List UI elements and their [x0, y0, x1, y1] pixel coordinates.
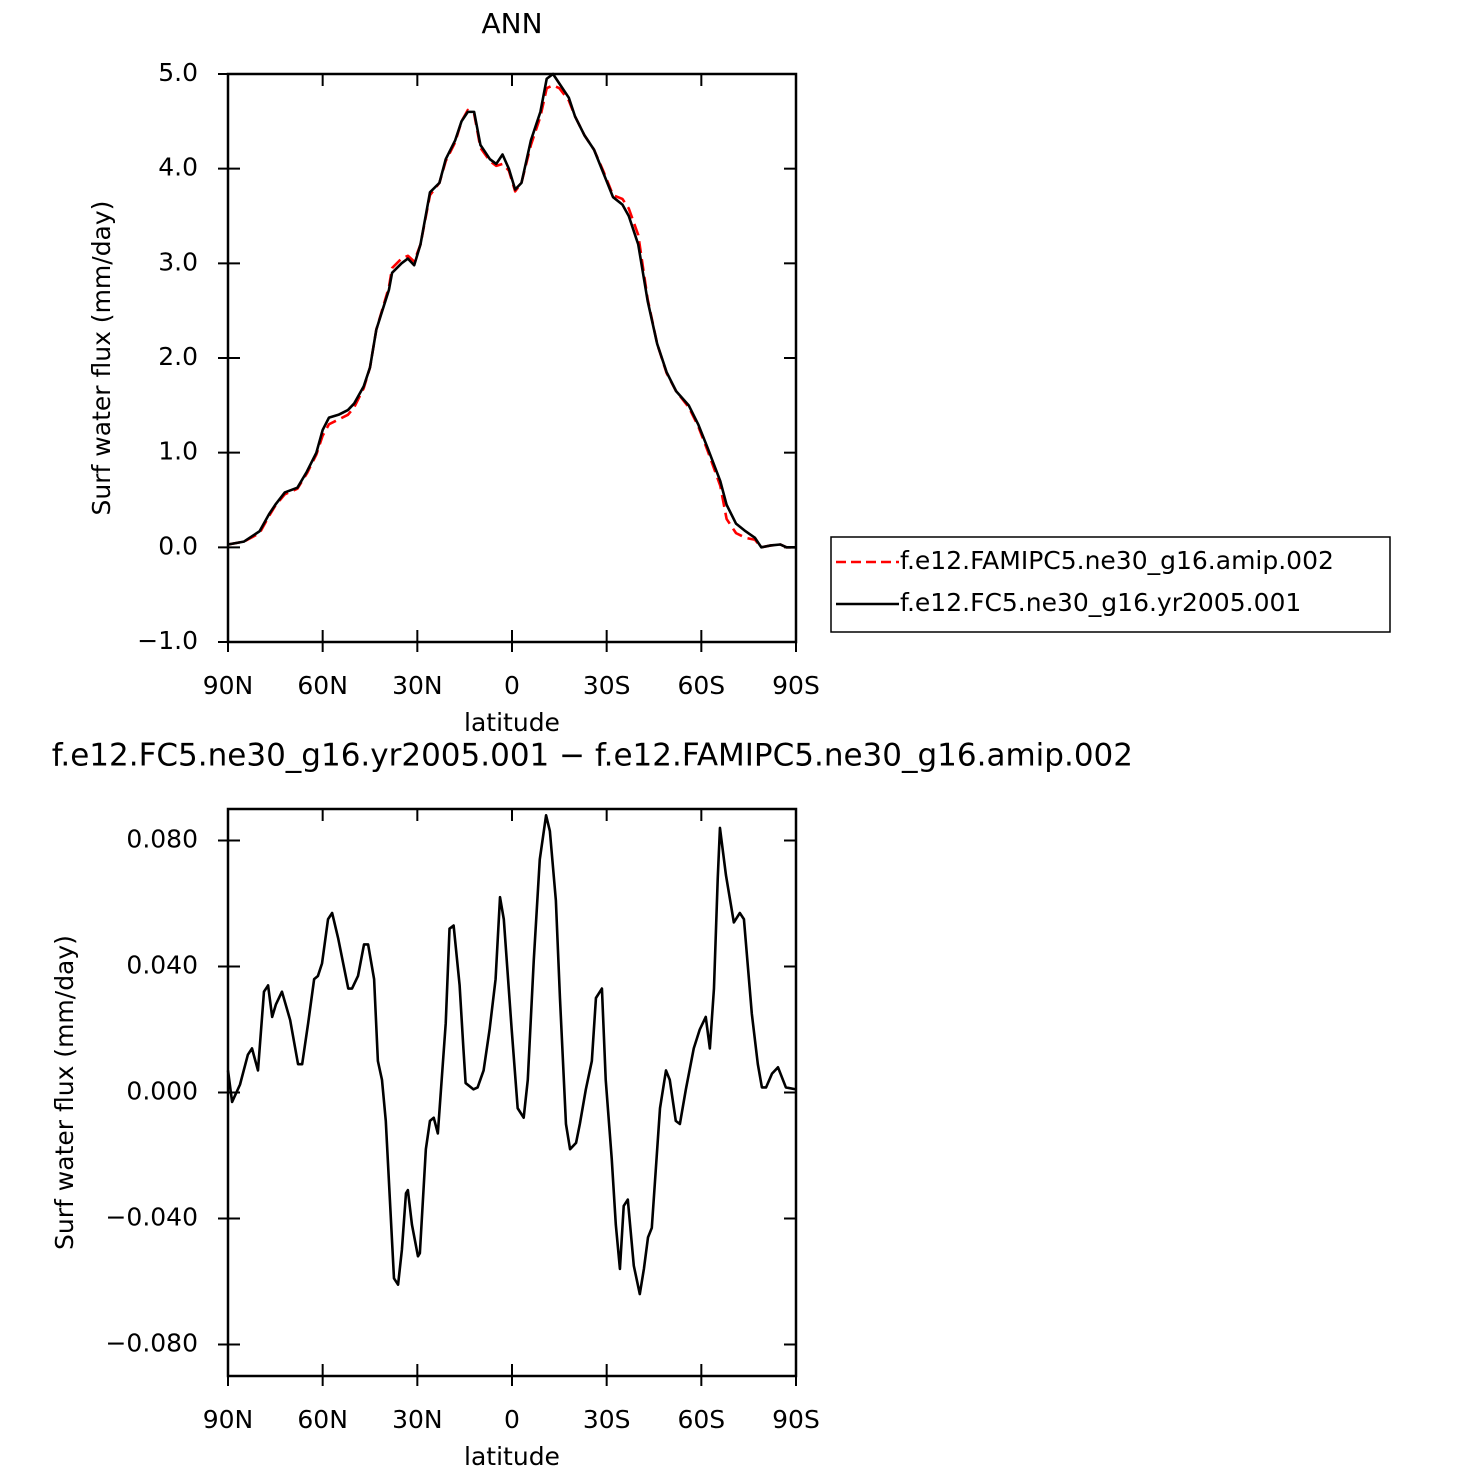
x-axis-label: latitude	[464, 708, 560, 737]
legend-label: f.e12.FAMIPC5.ne30_g16.amip.002	[900, 546, 1334, 575]
x-tick-label: 0	[504, 671, 520, 700]
y-tick-label: 5.0	[158, 58, 198, 87]
y-axis-label: Surf water flux (mm/day)	[50, 935, 79, 1250]
y-tick-label: 0.040	[126, 951, 198, 980]
chart-title: f.e12.FC5.ne30_g16.yr2005.001 − f.e12.FA…	[52, 738, 1133, 774]
legend-label: f.e12.FC5.ne30_g16.yr2005.001	[900, 588, 1301, 617]
x-tick-label: 90S	[772, 1405, 820, 1434]
y-tick-label: 3.0	[158, 247, 198, 276]
y-tick-label: 1.0	[158, 437, 198, 466]
x-axis-label: latitude	[464, 1442, 560, 1471]
x-tick-label: 60N	[297, 1405, 348, 1434]
x-tick-label: 90N	[203, 1405, 254, 1434]
data-line	[227, 72, 796, 549]
y-tick-label: 0.0	[158, 531, 198, 560]
x-tick-label: 30N	[392, 1405, 443, 1434]
data-line	[226, 814, 797, 1296]
x-tick-label: 30N	[392, 671, 443, 700]
x-tick-label: 30S	[583, 1405, 631, 1434]
x-tick-label: 60S	[677, 1405, 725, 1434]
chart-title: ANN	[481, 7, 542, 40]
legend-box	[830, 536, 1391, 633]
x-tick-label: 90N	[203, 671, 254, 700]
y-tick-label: 4.0	[158, 153, 198, 182]
y-tick-label: 0.000	[126, 1077, 198, 1106]
y-tick-label: −0.080	[105, 1329, 198, 1358]
x-tick-label: 0	[504, 1405, 520, 1434]
y-tick-label: 2.0	[158, 342, 198, 371]
y-tick-label: −0.040	[105, 1203, 198, 1232]
plot-frame	[226, 72, 798, 644]
x-tick-label: 30S	[583, 671, 631, 700]
plot-frame	[226, 807, 798, 1378]
x-tick-label: 90S	[772, 671, 820, 700]
x-tick-label: 60N	[297, 671, 348, 700]
x-tick-label: 60S	[677, 671, 725, 700]
y-tick-label: 0.080	[126, 825, 198, 854]
data-line	[227, 84, 796, 549]
y-axis-label: Surf water flux (mm/day)	[87, 201, 116, 516]
y-tick-label: −1.0	[137, 626, 198, 655]
